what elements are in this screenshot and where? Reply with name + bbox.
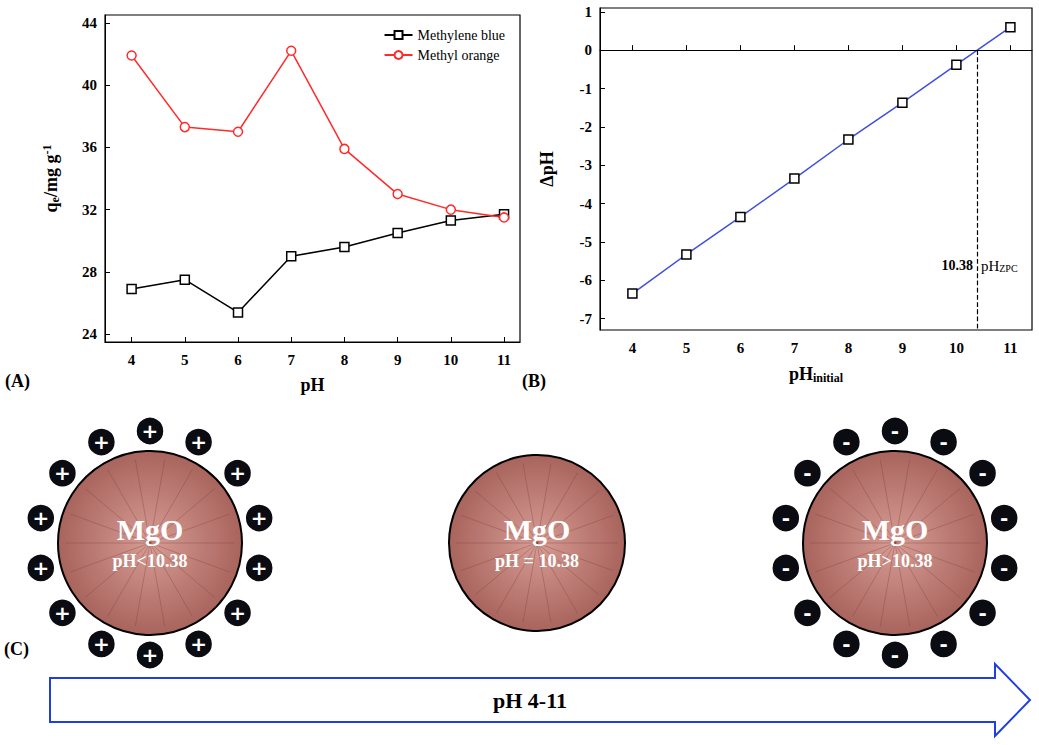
svg-text:-: - xyxy=(803,461,811,485)
svg-text:4: 4 xyxy=(128,352,136,368)
svg-text:-3: -3 xyxy=(580,157,593,173)
svg-text:MgO: MgO xyxy=(504,513,571,546)
svg-text:-: - xyxy=(891,643,899,667)
svg-text:-: - xyxy=(891,419,899,443)
svg-text:10: 10 xyxy=(443,352,458,368)
svg-text:-: - xyxy=(978,461,986,485)
svg-text:5: 5 xyxy=(683,340,691,356)
svg-text:-1: -1 xyxy=(40,145,54,155)
svg-text:-4: -4 xyxy=(580,196,593,212)
svg-text:+: + xyxy=(32,506,49,530)
svg-text:6: 6 xyxy=(234,352,242,368)
svg-text:40: 40 xyxy=(82,77,97,93)
svg-text:11: 11 xyxy=(497,352,511,368)
svg-text:+: + xyxy=(190,430,207,454)
svg-text:-: - xyxy=(842,430,850,454)
svg-text:-6: -6 xyxy=(580,272,593,288)
svg-text:+: + xyxy=(229,461,246,485)
svg-text:24: 24 xyxy=(82,326,98,342)
svg-text:36: 36 xyxy=(82,139,98,155)
svg-text:pH 4-11: pH 4-11 xyxy=(493,688,567,713)
svg-text:-1: -1 xyxy=(580,81,593,97)
svg-text:-: - xyxy=(939,430,947,454)
svg-text:(B): (B) xyxy=(522,371,546,392)
svg-text:-5: -5 xyxy=(580,234,593,250)
svg-text:(A): (A) xyxy=(5,371,30,392)
svg-text:pH: pH xyxy=(789,364,813,384)
svg-text:-: - xyxy=(939,632,947,656)
svg-text:8: 8 xyxy=(341,352,349,368)
svg-text:5: 5 xyxy=(181,352,189,368)
svg-text:-: - xyxy=(803,601,811,625)
svg-text:(C): (C) xyxy=(4,639,29,660)
svg-text:7: 7 xyxy=(287,352,295,368)
svg-text:-2: -2 xyxy=(580,119,593,135)
svg-text:28: 28 xyxy=(82,264,97,280)
svg-text:-: - xyxy=(1000,556,1008,580)
svg-text:-: - xyxy=(1000,506,1008,530)
svg-text:7: 7 xyxy=(791,340,799,356)
svg-text:+: + xyxy=(142,419,159,443)
svg-text:pH: pH xyxy=(981,258,1000,274)
svg-text:32: 32 xyxy=(82,202,97,218)
svg-text:10: 10 xyxy=(949,340,964,356)
svg-text:pH<10.38: pH<10.38 xyxy=(113,551,188,571)
svg-text:initial: initial xyxy=(813,371,844,385)
svg-text:-: - xyxy=(978,601,986,625)
svg-text:44: 44 xyxy=(82,15,98,31)
svg-text:+: + xyxy=(251,556,268,580)
svg-text:+: + xyxy=(93,632,110,656)
svg-text:Methyl orange: Methyl orange xyxy=(418,48,500,63)
svg-text:+: + xyxy=(190,632,207,656)
svg-text:pH>10.38: pH>10.38 xyxy=(858,551,933,571)
svg-text:6: 6 xyxy=(737,340,745,356)
svg-text:+: + xyxy=(54,601,71,625)
svg-text:pH = 10.38: pH = 10.38 xyxy=(495,551,579,571)
svg-text:MgO: MgO xyxy=(117,513,184,546)
svg-text:+: + xyxy=(32,556,49,580)
svg-text:+: + xyxy=(251,506,268,530)
svg-text:MgO: MgO xyxy=(862,513,929,546)
svg-text:+: + xyxy=(142,643,159,667)
svg-text:1: 1 xyxy=(585,4,593,20)
svg-text:Methylene blue: Methylene blue xyxy=(418,28,505,43)
svg-text:ΔpH: ΔpH xyxy=(537,151,557,186)
svg-text:e: e xyxy=(48,197,62,203)
svg-text:+: + xyxy=(93,430,110,454)
svg-text:+: + xyxy=(229,601,246,625)
svg-text:-7: -7 xyxy=(580,311,593,327)
svg-text:9: 9 xyxy=(899,340,907,356)
svg-text:ZPC: ZPC xyxy=(999,263,1018,274)
svg-text:9: 9 xyxy=(394,352,402,368)
svg-text:-: - xyxy=(782,556,790,580)
svg-text:-: - xyxy=(842,632,850,656)
svg-text:4: 4 xyxy=(629,340,637,356)
svg-text:11: 11 xyxy=(1003,340,1017,356)
svg-text:0: 0 xyxy=(585,42,593,58)
svg-text:8: 8 xyxy=(845,340,853,356)
svg-text:-: - xyxy=(782,506,790,530)
svg-text:+: + xyxy=(54,461,71,485)
svg-text:/mg g: /mg g xyxy=(41,155,61,199)
svg-text:pH: pH xyxy=(300,375,324,395)
svg-text:10.38: 10.38 xyxy=(941,258,973,273)
svg-text:q: q xyxy=(41,202,61,212)
